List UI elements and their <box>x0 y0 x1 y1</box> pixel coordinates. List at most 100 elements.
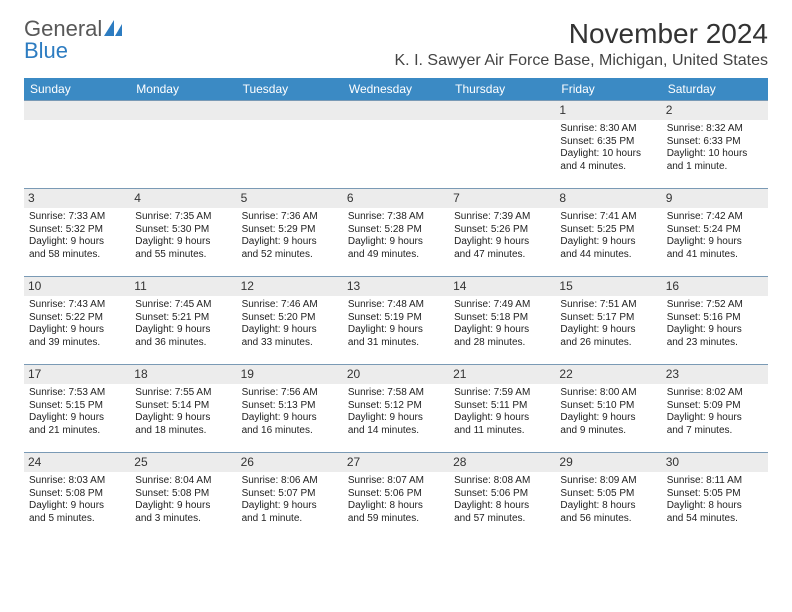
day-sun-info: Sunrise: 8:02 AMSunset: 5:09 PMDaylight:… <box>667 387 763 437</box>
daylight-text: and 52 minutes. <box>242 249 338 262</box>
month-title: November 2024 <box>395 18 769 50</box>
day-sun-info: Sunrise: 7:39 AMSunset: 5:26 PMDaylight:… <box>454 211 550 261</box>
daylight-text: and 56 minutes. <box>560 513 656 526</box>
sunrise-text: Sunrise: 7:42 AM <box>667 211 763 224</box>
day-number: 10 <box>24 277 130 296</box>
calendar-day-cell: 24Sunrise: 8:03 AMSunset: 5:08 PMDayligh… <box>24 453 130 532</box>
daylight-text: Daylight: 9 hours <box>348 324 444 337</box>
day-sun-info: Sunrise: 8:00 AMSunset: 5:10 PMDaylight:… <box>560 387 656 437</box>
daylight-text: Daylight: 10 hours <box>560 148 656 161</box>
calendar-day-cell: 25Sunrise: 8:04 AMSunset: 5:08 PMDayligh… <box>130 453 236 532</box>
sunset-text: Sunset: 5:29 PM <box>242 224 338 237</box>
daylight-text: Daylight: 9 hours <box>29 500 125 513</box>
daylight-text: Daylight: 9 hours <box>29 324 125 337</box>
sunrise-text: Sunrise: 7:36 AM <box>242 211 338 224</box>
sunset-text: Sunset: 5:08 PM <box>135 488 231 501</box>
daylight-text: and 4 minutes. <box>560 161 656 174</box>
daylight-text: and 47 minutes. <box>454 249 550 262</box>
sunset-text: Sunset: 5:07 PM <box>242 488 338 501</box>
day-number: 11 <box>130 277 236 296</box>
calendar-day-cell: 29 Sunrise: 8:09 AMSunset: 5:05 PMDayligh… <box>555 453 661 532</box>
daylight-text: Daylight: 9 hours <box>667 324 763 337</box>
calendar-empty-cell <box>449 101 555 189</box>
day-number: 30 <box>662 453 768 472</box>
sunset-text: Sunset: 5:15 PM <box>29 400 125 413</box>
day-sun-info: Sunrise: 7:41 AMSunset: 5:25 PMDaylight:… <box>560 211 656 261</box>
day-number: 9 <box>662 189 768 208</box>
day-sun-info: Sunrise: 7:56 AMSunset: 5:13 PMDaylight:… <box>242 387 338 437</box>
day-number: 21 <box>449 365 555 384</box>
daylight-text: and 26 minutes. <box>560 337 656 350</box>
calendar-empty-cell <box>343 101 449 189</box>
day-number: 20 <box>343 365 449 384</box>
sunrise-text: Sunrise: 8:06 AM <box>242 475 338 488</box>
day-number-empty <box>24 101 130 120</box>
sunrise-text: Sunrise: 8:07 AM <box>348 475 444 488</box>
calendar-day-cell: 18Sunrise: 7:55 AMSunset: 5:14 PMDayligh… <box>130 365 236 453</box>
day-sun-info: Sunrise: 7:51 AMSunset: 5:17 PMDaylight:… <box>560 299 656 349</box>
calendar-day-cell: 5Sunrise: 7:36 AMSunset: 5:29 PMDaylight… <box>237 189 343 277</box>
daylight-text: Daylight: 9 hours <box>242 324 338 337</box>
calendar-day-cell: 2Sunrise: 8:32 AMSunset: 6:33 PMDaylight… <box>662 101 768 189</box>
title-block: November 2024 K. I. Sawyer Air Force Bas… <box>395 18 769 70</box>
sunrise-text: Sunrise: 7:39 AM <box>454 211 550 224</box>
daylight-text: and 55 minutes. <box>135 249 231 262</box>
daylight-text: Daylight: 9 hours <box>135 236 231 249</box>
day-number-empty <box>449 101 555 120</box>
day-number: 27 <box>343 453 449 472</box>
day-number: 29 <box>555 453 661 472</box>
day-number: 23 <box>662 365 768 384</box>
daylight-text: Daylight: 9 hours <box>454 412 550 425</box>
day-header: Tuesday <box>237 78 343 101</box>
day-number-empty <box>343 101 449 120</box>
calendar-day-cell: 15Sunrise: 7:51 AMSunset: 5:17 PMDayligh… <box>555 277 661 365</box>
day-sun-info: Sunrise: 8:07 AMSunset: 5:06 PMDaylight:… <box>348 475 444 525</box>
day-sun-info: Sunrise: 8:32 AMSunset: 6:33 PMDaylight:… <box>667 123 763 173</box>
sunset-text: Sunset: 5:06 PM <box>348 488 444 501</box>
day-number: 24 <box>24 453 130 472</box>
calendar-day-cell: 1Sunrise: 8:30 AMSunset: 6:35 PMDaylight… <box>555 101 661 189</box>
daylight-text: Daylight: 9 hours <box>135 500 231 513</box>
logo-word-blue: Blue <box>24 38 68 63</box>
day-sun-info: Sunrise: 7:38 AMSunset: 5:28 PMDaylight:… <box>348 211 444 261</box>
daylight-text: Daylight: 9 hours <box>242 500 338 513</box>
day-header: Saturday <box>662 78 768 101</box>
daylight-text: Daylight: 9 hours <box>242 412 338 425</box>
daylight-text: Daylight: 9 hours <box>348 236 444 249</box>
sunrise-text: Sunrise: 7:59 AM <box>454 387 550 400</box>
daylight-text: and 5 minutes. <box>29 513 125 526</box>
daylight-text: Daylight: 9 hours <box>29 236 125 249</box>
sunset-text: Sunset: 5:28 PM <box>348 224 444 237</box>
calendar-day-cell: 26Sunrise: 8:06 AMSunset: 5:07 PMDayligh… <box>237 453 343 532</box>
daylight-text: and 1 minute. <box>242 513 338 526</box>
sunrise-text: Sunrise: 7:45 AM <box>135 299 231 312</box>
day-sun-info: Sunrise: 8:11 AMSunset: 5:05 PMDaylight:… <box>667 475 763 525</box>
day-sun-info: Sunrise: 7:42 AMSunset: 5:24 PMDaylight:… <box>667 211 763 261</box>
location-subtitle: K. I. Sawyer Air Force Base, Michigan, U… <box>395 52 769 70</box>
sunrise-text: Sunrise: 7:51 AM <box>560 299 656 312</box>
day-sun-info: Sunrise: 8:08 AMSunset: 5:06 PMDaylight:… <box>454 475 550 525</box>
daylight-text: Daylight: 8 hours <box>560 500 656 513</box>
day-sun-info: Sunrise: 8:09 AMSunset: 5:05 PMDaylight:… <box>560 475 656 525</box>
sunrise-text: Sunrise: 8:00 AM <box>560 387 656 400</box>
daylight-text: Daylight: 9 hours <box>667 412 763 425</box>
logo-sail-icon <box>104 16 124 41</box>
day-header: Thursday <box>449 78 555 101</box>
daylight-text: Daylight: 8 hours <box>667 500 763 513</box>
calendar-day-cell: 16Sunrise: 7:52 AMSunset: 5:16 PMDayligh… <box>662 277 768 365</box>
calendar-table: SundayMondayTuesdayWednesdayThursdayFrid… <box>24 78 768 531</box>
sunrise-text: Sunrise: 7:41 AM <box>560 211 656 224</box>
calendar-day-cell: 4Sunrise: 7:35 AMSunset: 5:30 PMDaylight… <box>130 189 236 277</box>
sunset-text: Sunset: 5:25 PM <box>560 224 656 237</box>
day-sun-info: Sunrise: 7:35 AMSunset: 5:30 PMDaylight:… <box>135 211 231 261</box>
daylight-text: Daylight: 9 hours <box>135 324 231 337</box>
day-sun-info: Sunrise: 7:45 AMSunset: 5:21 PMDaylight:… <box>135 299 231 349</box>
calendar-week-row: 10Sunrise: 7:43 AMSunset: 5:22 PMDayligh… <box>24 277 768 365</box>
day-header: Monday <box>130 78 236 101</box>
day-sun-info: Sunrise: 7:59 AMSunset: 5:11 PMDaylight:… <box>454 387 550 437</box>
calendar-week-row: 1Sunrise: 8:30 AMSunset: 6:35 PMDaylight… <box>24 101 768 189</box>
day-number: 7 <box>449 189 555 208</box>
sunset-text: Sunset: 5:13 PM <box>242 400 338 413</box>
day-sun-info: Sunrise: 8:30 AMSunset: 6:35 PMDaylight:… <box>560 123 656 173</box>
sunset-text: Sunset: 5:30 PM <box>135 224 231 237</box>
